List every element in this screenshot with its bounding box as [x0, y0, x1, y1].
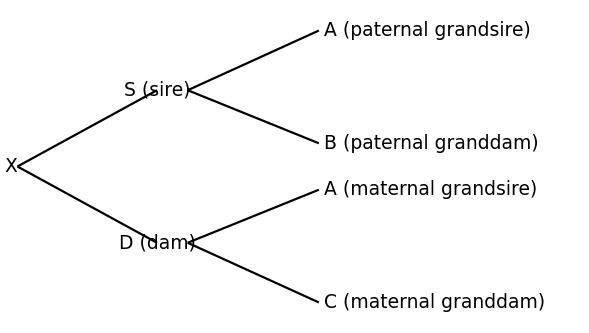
- Text: A (paternal grandsire): A (paternal grandsire): [325, 21, 531, 40]
- Text: B (paternal granddam): B (paternal granddam): [325, 134, 539, 153]
- Text: C (maternal granddam): C (maternal granddam): [325, 293, 545, 312]
- Text: S (sire): S (sire): [124, 81, 190, 100]
- Text: D (dam): D (dam): [118, 233, 196, 252]
- Text: A (maternal grandsire): A (maternal grandsire): [325, 180, 538, 199]
- Text: X: X: [5, 157, 18, 176]
